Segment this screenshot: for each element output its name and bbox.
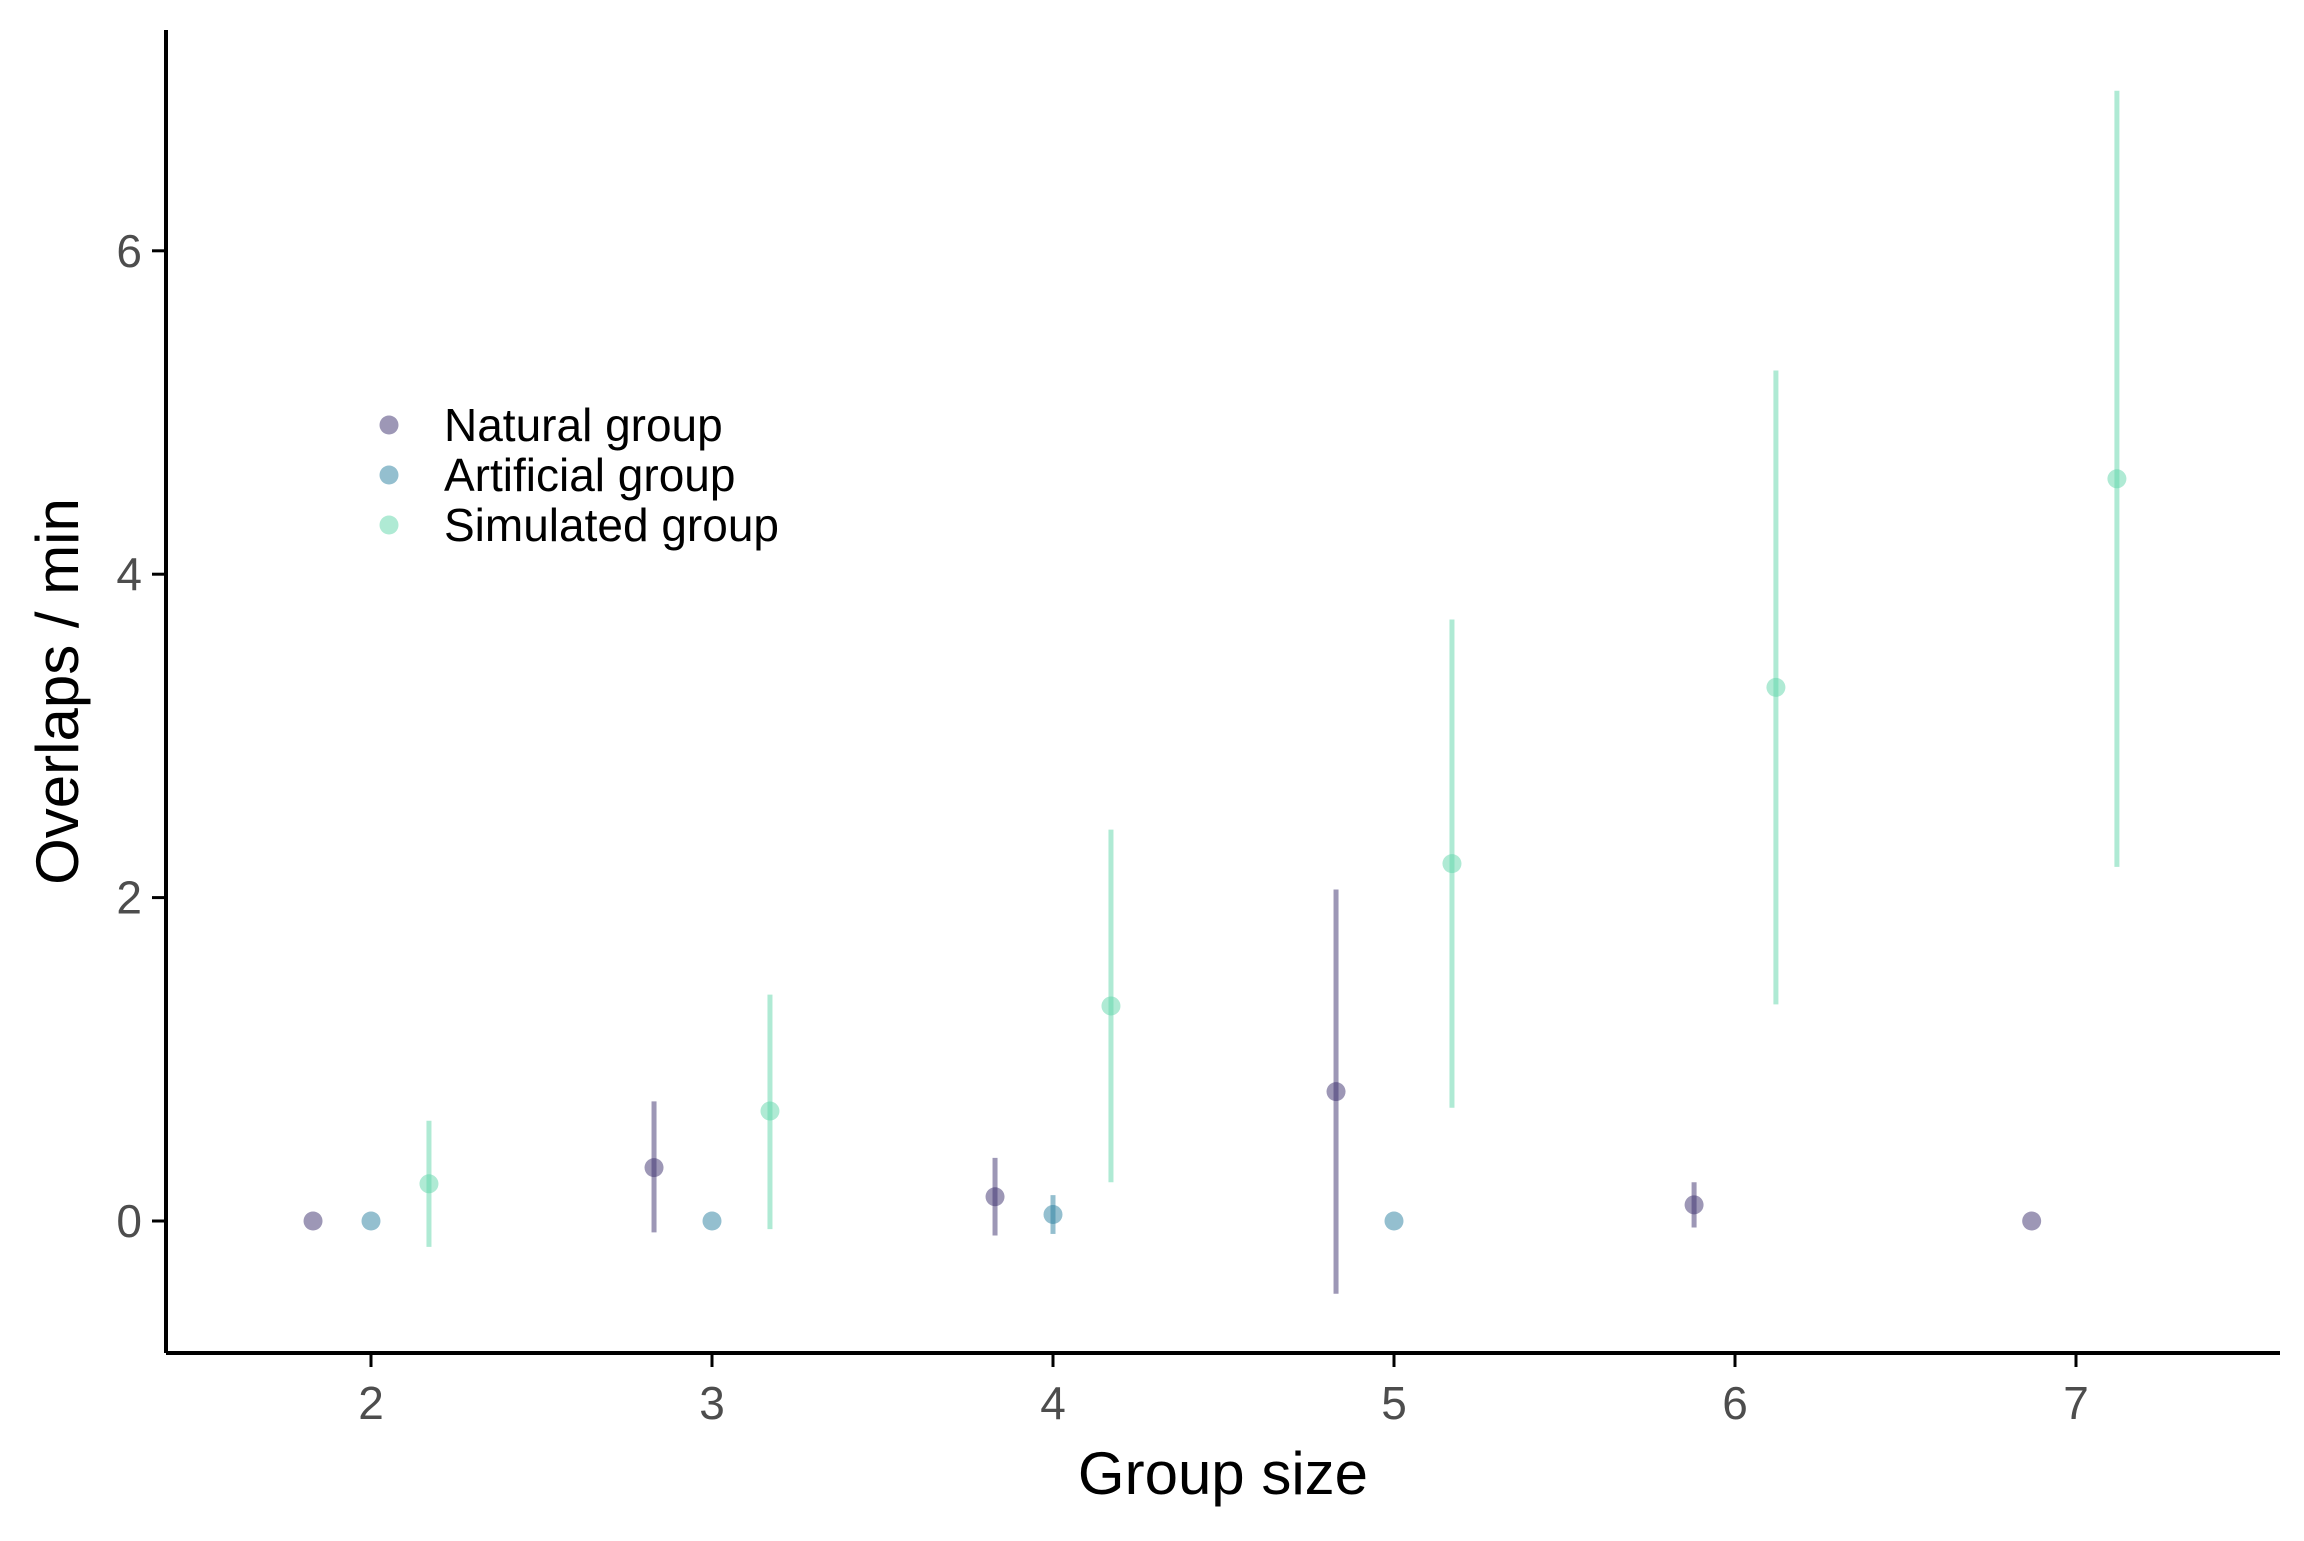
data-point [760, 1101, 780, 1121]
data-point [1442, 854, 1462, 874]
data-point [1326, 1082, 1346, 1102]
data-point [2107, 469, 2127, 489]
legend-label: Natural group [444, 399, 723, 451]
data-point [303, 1211, 323, 1231]
series-simulated-group [419, 90, 2127, 1247]
data-point [1101, 996, 1121, 1016]
data-point [1384, 1211, 1404, 1231]
legend-key [379, 465, 399, 485]
x-tick-label: 4 [1040, 1377, 1066, 1429]
data-point [2022, 1211, 2042, 1231]
y-axis-title: Overlaps / min [24, 498, 91, 885]
data-point [644, 1158, 664, 1178]
x-tick-label: 7 [2063, 1377, 2089, 1429]
data-point [419, 1174, 439, 1194]
y-tick-label: 2 [116, 872, 142, 924]
data-point [1043, 1205, 1063, 1225]
y-tick-label: 4 [116, 548, 142, 600]
y-ticks-layer: 0 2 4 6 [116, 225, 166, 1247]
x-tick-label: 6 [1722, 1377, 1748, 1429]
y-tick-label: 6 [116, 225, 142, 277]
data-point [1766, 677, 1786, 697]
y-tick-label: 0 [116, 1195, 142, 1247]
points-layer [303, 90, 2127, 1294]
data-point [1684, 1195, 1704, 1215]
series-artificial-group [361, 1195, 1404, 1234]
x-tick-label: 3 [699, 1377, 725, 1429]
series-natural-group [303, 889, 2042, 1294]
x-tick-label: 2 [358, 1377, 384, 1429]
legend-label: Artificial group [444, 449, 735, 501]
data-point [702, 1211, 722, 1231]
x-axis-title: Group size [1078, 1440, 1368, 1507]
x-ticks-layer: 2 3 4 5 6 7 [358, 1353, 2089, 1429]
legend-key [379, 515, 399, 535]
x-tick-label: 5 [1381, 1377, 1407, 1429]
data-point [361, 1211, 381, 1231]
data-point [985, 1187, 1005, 1207]
legend-key [379, 415, 399, 435]
legend-label: Simulated group [444, 499, 779, 551]
